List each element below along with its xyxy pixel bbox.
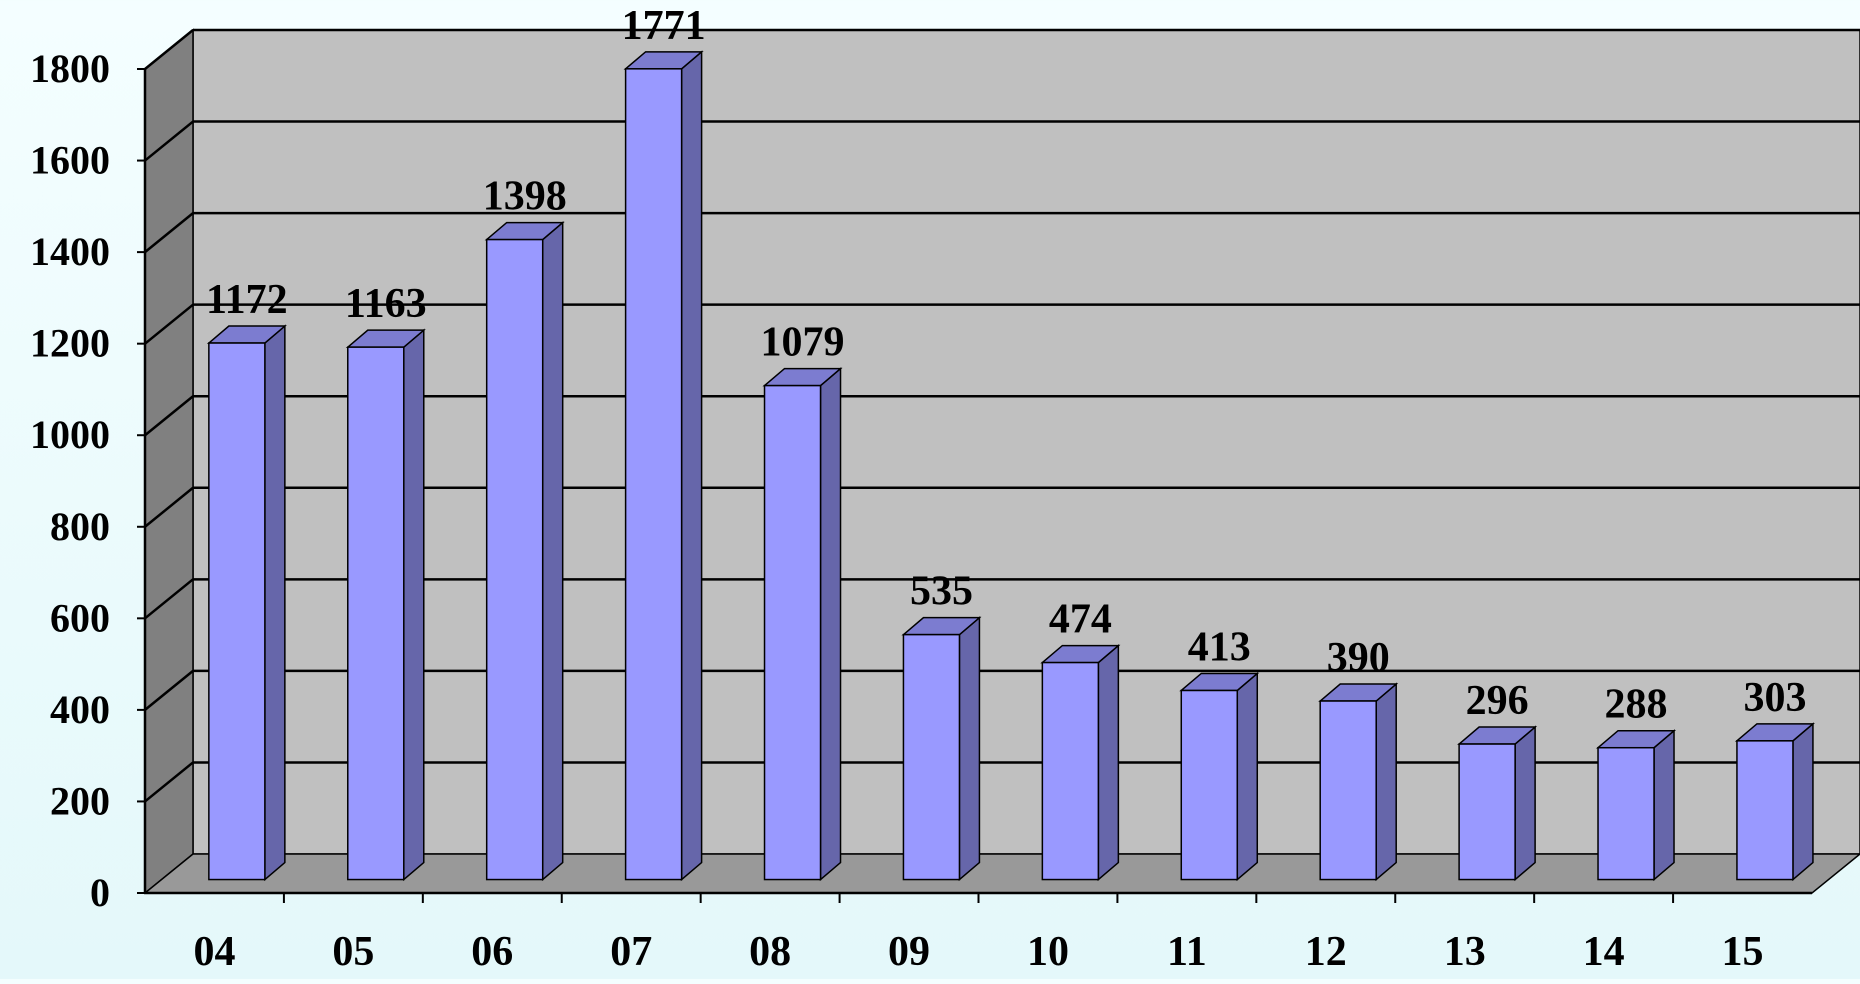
x-tick-label: 05 bbox=[332, 929, 374, 975]
gridline bbox=[144, 761, 194, 803]
bar-side bbox=[1236, 671, 1259, 882]
bar-side bbox=[264, 324, 286, 882]
bar-side bbox=[1792, 722, 1814, 882]
y-tick-label: 0 bbox=[90, 870, 110, 915]
data-label: 303 bbox=[1743, 675, 1806, 721]
x-tick-label: 04 bbox=[193, 929, 235, 975]
x-tick-label: 10 bbox=[1027, 929, 1069, 975]
data-label: 390 bbox=[1327, 635, 1390, 681]
data-label: 474 bbox=[1049, 597, 1112, 643]
y-tick-label: 1800 bbox=[30, 46, 110, 91]
data-label: 288 bbox=[1605, 682, 1668, 728]
data-label: 1398 bbox=[483, 174, 567, 220]
bar bbox=[1458, 743, 1516, 881]
bar-side bbox=[541, 220, 564, 882]
bar-side bbox=[1514, 725, 1536, 882]
bar bbox=[1319, 700, 1377, 881]
bar bbox=[208, 342, 266, 881]
data-label: 1079 bbox=[761, 320, 845, 366]
gridline bbox=[144, 486, 194, 528]
bar bbox=[347, 346, 405, 881]
y-tick-label: 1000 bbox=[30, 412, 110, 457]
gridline bbox=[144, 212, 194, 254]
data-label: 1163 bbox=[345, 281, 427, 327]
bar bbox=[1736, 740, 1794, 881]
bar bbox=[1180, 689, 1239, 881]
bar-side bbox=[403, 328, 425, 882]
x-tick-label: 11 bbox=[1167, 929, 1207, 975]
x-tick-label: 09 bbox=[888, 929, 930, 975]
bar-side bbox=[680, 50, 703, 882]
y-tick-label: 600 bbox=[50, 595, 110, 640]
bar-side bbox=[1375, 682, 1397, 882]
x-tick-label: 12 bbox=[1305, 929, 1347, 975]
bar bbox=[624, 68, 683, 881]
data-label: 535 bbox=[910, 569, 973, 615]
bar-side bbox=[1653, 729, 1675, 882]
gridline bbox=[144, 669, 194, 711]
y-tick-label: 1200 bbox=[30, 321, 110, 366]
back-wall bbox=[192, 29, 1860, 855]
x-tick-label: 14 bbox=[1583, 929, 1625, 975]
gridline bbox=[144, 120, 194, 162]
bar-side bbox=[819, 366, 842, 882]
bar-side bbox=[958, 616, 981, 882]
data-label: 1172 bbox=[206, 277, 288, 323]
y-tick-label: 200 bbox=[50, 778, 110, 823]
data-label: 1771 bbox=[622, 3, 706, 49]
data-label: 296 bbox=[1466, 678, 1529, 724]
gridline bbox=[144, 395, 194, 437]
bar bbox=[1041, 661, 1100, 881]
gridline bbox=[144, 578, 194, 620]
x-tick-label: 06 bbox=[471, 929, 513, 975]
bar bbox=[763, 384, 822, 881]
bar bbox=[902, 633, 961, 881]
bar bbox=[485, 238, 544, 881]
x-tick-label: 08 bbox=[749, 929, 791, 975]
y-tick-label: 1400 bbox=[30, 229, 110, 274]
x-tick-label: 15 bbox=[1722, 929, 1764, 975]
bar bbox=[1597, 746, 1655, 881]
y-tick-label: 800 bbox=[50, 504, 110, 549]
data-label: 413 bbox=[1188, 624, 1251, 670]
y-tick-label: 1600 bbox=[30, 138, 110, 183]
gridline bbox=[144, 29, 194, 70]
gridline bbox=[144, 303, 194, 345]
x-tick-label: 07 bbox=[610, 929, 652, 975]
x-tick-label: 13 bbox=[1444, 929, 1486, 975]
bar-side bbox=[1097, 643, 1120, 882]
y-tick-label: 400 bbox=[50, 687, 110, 732]
side-wall bbox=[144, 28, 194, 895]
